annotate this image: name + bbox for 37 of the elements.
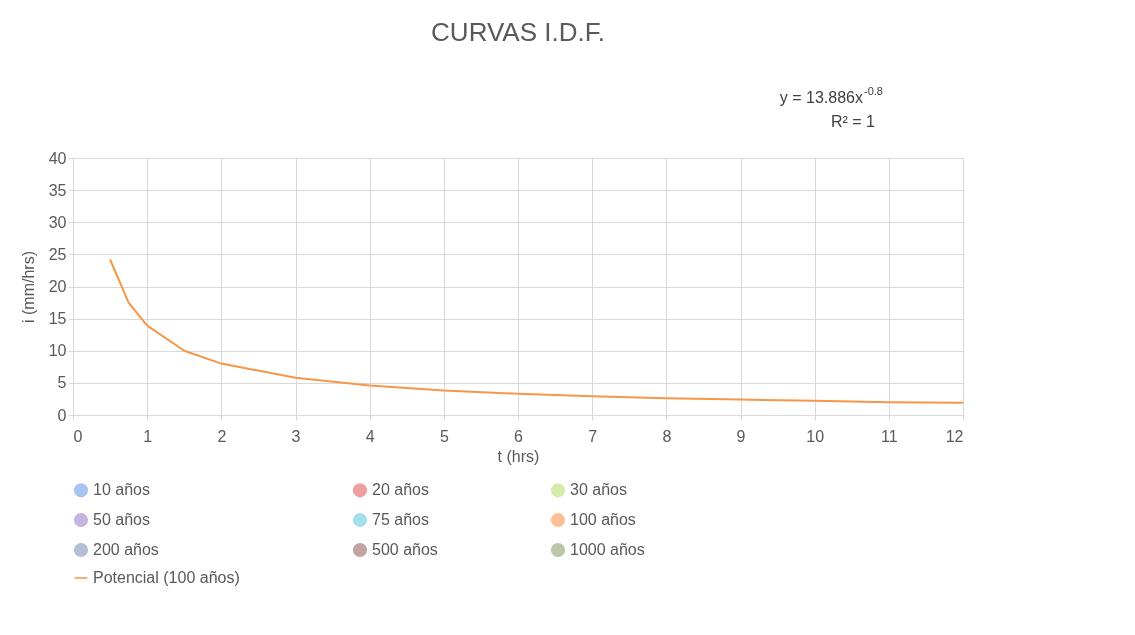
legend-label: 10 años xyxy=(93,481,150,499)
y-tick-label: 15 xyxy=(48,310,67,328)
y-tick-label: 20 xyxy=(48,278,67,295)
legend-label: 100 años xyxy=(570,511,636,528)
x-tick-label: 7 xyxy=(588,427,598,445)
legend-label: 50 años xyxy=(93,511,150,528)
legend-label: 1000 años xyxy=(570,541,645,558)
x-tick-label: 11 xyxy=(881,427,898,445)
x-tick-label: 6 xyxy=(514,427,524,445)
chart-title: CURVAS I.D.F. xyxy=(431,17,605,47)
y-tick-label: 40 xyxy=(48,149,67,167)
y-tick-label: 35 xyxy=(48,181,67,199)
x-tick-label: 2 xyxy=(217,427,227,445)
legend-label: 75 años xyxy=(372,511,429,528)
x-tick-label: 12 xyxy=(945,427,964,445)
y-tick-label: 30 xyxy=(48,213,67,231)
legend-label: 200 años xyxy=(93,541,159,558)
x-tick-label: 10 xyxy=(806,427,825,445)
legend-label: 500 años xyxy=(372,541,438,558)
y-tick-label: 0 xyxy=(57,406,67,424)
x-tick-label: 4 xyxy=(365,427,375,445)
y-tick-label: 25 xyxy=(48,245,67,263)
legend-label: 30 años xyxy=(570,481,627,499)
x-tick-label: 9 xyxy=(736,427,746,445)
x-tick-label: 1 xyxy=(143,427,153,445)
legend-label: Potencial (100 años) xyxy=(93,569,240,586)
line-series xyxy=(109,258,964,404)
legend-label: 20 años xyxy=(372,481,429,499)
text: R² = 1 xyxy=(830,113,876,130)
x-axis-title: t (hrs) xyxy=(497,447,540,465)
x-tick-label: 8 xyxy=(662,427,672,445)
y-axis-title: i (mm/hrs) xyxy=(19,251,37,323)
x-tick-label: 3 xyxy=(291,427,301,445)
x-tick-label: 5 xyxy=(439,427,449,445)
x-tick-label: 0 xyxy=(73,427,83,445)
y-tick-label: 5 xyxy=(57,374,67,392)
y-tick-label: 10 xyxy=(48,342,67,360)
